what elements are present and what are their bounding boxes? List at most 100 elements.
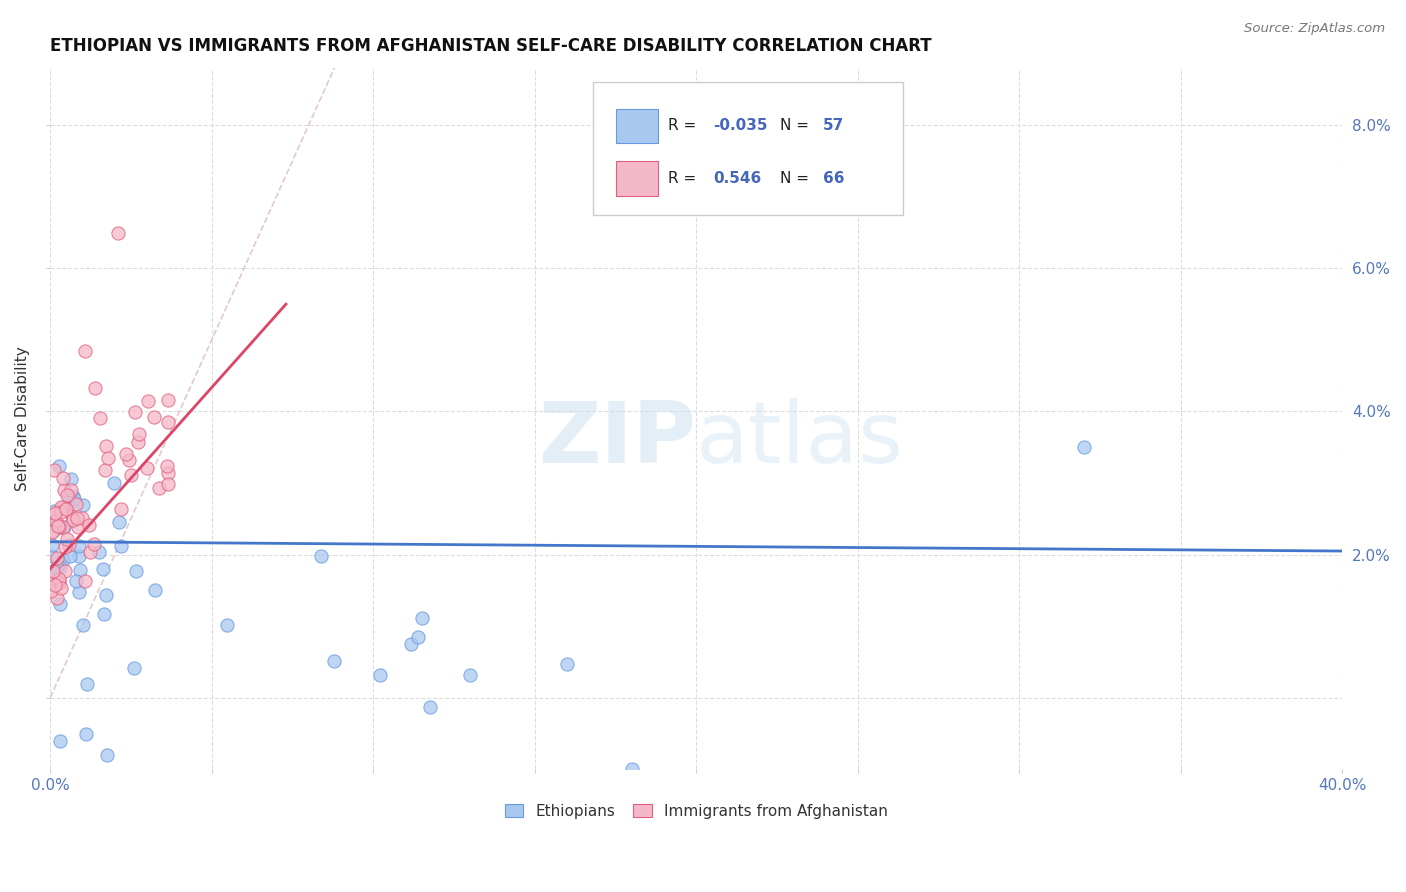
Point	[52, 519, 75, 533]
Point	[77, 518, 100, 533]
Legend: Ethiopians, Immigrants from Afghanistan: Ethiopians, Immigrants from Afghanistan	[499, 797, 894, 825]
Point	[83, 537, 105, 551]
Point	[44, 568, 66, 582]
Point	[143, 583, 166, 598]
Point	[73, 344, 96, 359]
Point	[39, 583, 62, 598]
Point	[155, 458, 177, 473]
Point	[49, 500, 72, 515]
Point	[49, 597, 72, 611]
Point	[1073, 440, 1095, 454]
Point	[46, 591, 69, 605]
Point	[44, 578, 66, 592]
Point	[89, 411, 111, 425]
Point	[136, 461, 159, 475]
Point	[44, 507, 66, 521]
Point	[110, 502, 132, 516]
Point	[110, 539, 132, 553]
Point	[67, 520, 90, 534]
Point	[124, 564, 146, 578]
Text: 66: 66	[823, 170, 845, 186]
Point	[322, 654, 344, 668]
Text: 57: 57	[823, 118, 844, 133]
Point	[46, 519, 69, 533]
Point	[44, 518, 66, 533]
Point	[42, 524, 65, 538]
Point	[52, 552, 75, 566]
Point	[411, 611, 433, 625]
Point	[49, 559, 72, 574]
Point	[157, 466, 180, 480]
Point	[1105, 872, 1128, 887]
Point	[76, 676, 98, 690]
Point	[60, 483, 83, 497]
Text: ZIP: ZIP	[538, 398, 696, 481]
Point	[127, 435, 149, 450]
Point	[107, 226, 129, 240]
Point	[103, 476, 125, 491]
Point	[56, 499, 79, 513]
Text: Source: ZipAtlas.com: Source: ZipAtlas.com	[1244, 22, 1385, 36]
Point	[419, 700, 441, 714]
Point	[53, 564, 76, 578]
Point	[42, 575, 65, 590]
Point	[67, 539, 90, 553]
Point	[48, 575, 70, 590]
Text: 0.546: 0.546	[713, 170, 761, 186]
Point	[143, 409, 166, 424]
Point	[108, 515, 131, 529]
Point	[52, 520, 75, 534]
Point	[55, 501, 77, 516]
Point	[48, 573, 70, 587]
Point	[115, 447, 138, 461]
Point	[48, 459, 70, 474]
Point	[39, 516, 62, 530]
Point	[84, 381, 107, 395]
Point	[458, 668, 481, 682]
Point	[55, 540, 77, 554]
Point	[49, 733, 72, 747]
Point	[368, 668, 391, 682]
Point	[65, 497, 87, 511]
Point	[41, 549, 63, 564]
Point	[48, 574, 70, 588]
Point	[148, 481, 170, 495]
Point	[62, 513, 84, 527]
Point	[217, 618, 239, 632]
Point	[406, 630, 429, 644]
Point	[156, 392, 179, 407]
Point	[65, 574, 87, 589]
Text: atlas: atlas	[696, 398, 904, 481]
Point	[55, 501, 77, 516]
Point	[48, 519, 70, 533]
Point	[56, 532, 79, 546]
Text: -0.035: -0.035	[713, 118, 768, 133]
Point	[60, 508, 83, 523]
Point	[51, 581, 73, 595]
Text: N =: N =	[780, 118, 814, 133]
Point	[44, 506, 66, 520]
Point	[128, 427, 150, 442]
Text: R =: R =	[668, 170, 702, 186]
Point	[63, 492, 86, 507]
Point	[49, 520, 72, 534]
Point	[122, 660, 145, 674]
Point	[72, 511, 94, 525]
Point	[96, 747, 118, 762]
Point	[49, 505, 72, 519]
Point	[749, 786, 772, 800]
Point	[75, 726, 97, 740]
FancyBboxPatch shape	[616, 109, 658, 143]
Text: ETHIOPIAN VS IMMIGRANTS FROM AFGHANISTAN SELF-CARE DISABILITY CORRELATION CHART: ETHIOPIAN VS IMMIGRANTS FROM AFGHANISTAN…	[51, 37, 932, 55]
FancyBboxPatch shape	[616, 161, 658, 195]
Y-axis label: Self-Care Disability: Self-Care Disability	[15, 346, 30, 491]
Point	[620, 762, 643, 776]
Point	[97, 450, 120, 465]
FancyBboxPatch shape	[593, 82, 903, 215]
Point	[846, 822, 869, 836]
Point	[66, 511, 89, 525]
Point	[42, 564, 65, 578]
Point	[72, 498, 94, 512]
Point	[67, 549, 90, 563]
Point	[93, 463, 115, 477]
